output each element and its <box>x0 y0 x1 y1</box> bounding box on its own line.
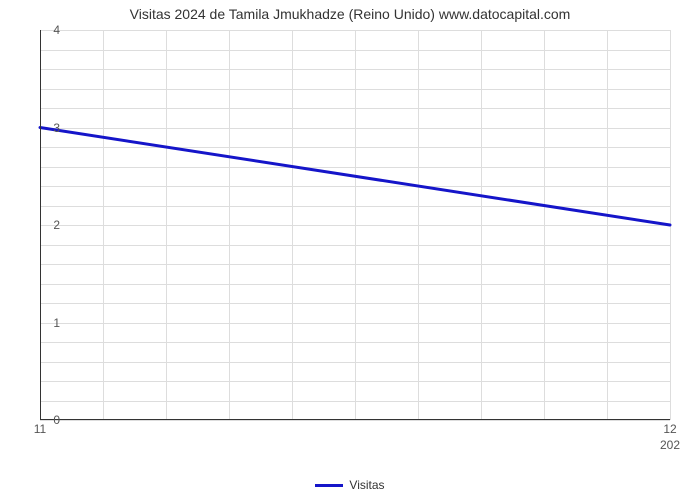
gridline-h <box>40 420 670 421</box>
x-sub-label: 202 <box>660 438 680 452</box>
x-tick-label: 12 <box>663 422 676 436</box>
legend-label: Visitas <box>349 478 384 492</box>
legend: Visitas <box>0 478 700 492</box>
plot-border <box>40 30 670 420</box>
y-tick-label: 4 <box>30 23 60 37</box>
legend-swatch <box>315 484 343 487</box>
line-chart: Visitas 2024 de Tamila Jmukhadze (Reino … <box>0 0 700 500</box>
y-tick-label: 3 <box>30 121 60 135</box>
x-tick-label: 11 <box>34 422 46 436</box>
y-tick-label: 1 <box>30 316 60 330</box>
chart-title: Visitas 2024 de Tamila Jmukhadze (Reino … <box>0 6 700 22</box>
plot-area <box>40 30 670 420</box>
y-tick-label: 2 <box>30 218 60 232</box>
